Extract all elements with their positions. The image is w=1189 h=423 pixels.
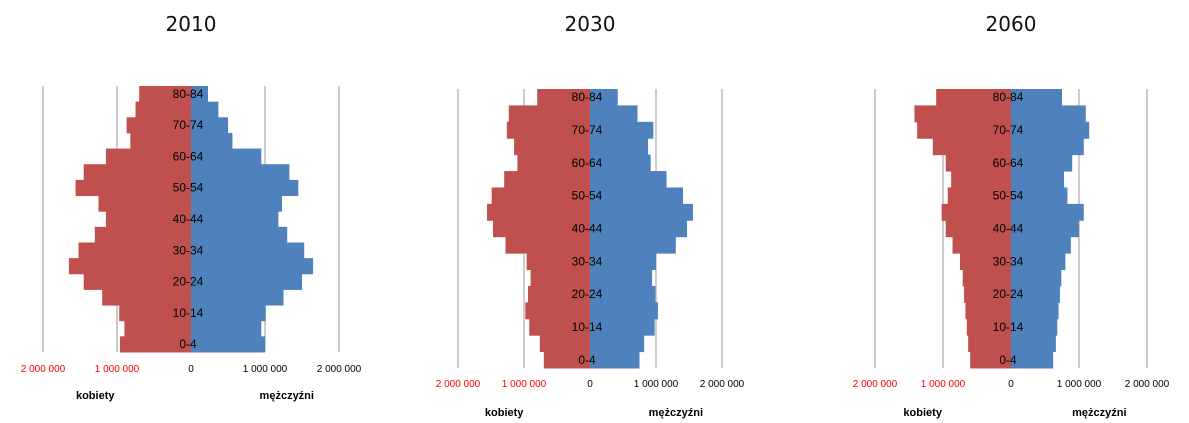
tick-label-2060-1: 1 000 000	[921, 379, 966, 390]
bar-men-2060-5-9	[1011, 335, 1056, 352]
age-label-2060-50-54: 50-54	[993, 189, 1024, 203]
bar-men-2060-15-19	[1011, 302, 1059, 319]
bar-men-2060-45-49	[1011, 204, 1084, 221]
label-women-2060: kobiety	[903, 407, 942, 419]
bar-men-2060-65-69	[1011, 138, 1084, 155]
age-label-2060-10-14: 10-14	[993, 320, 1024, 334]
bar-men-2060-0-4	[1011, 352, 1053, 369]
bar-women-2060-35-39	[953, 237, 1011, 254]
age-label-2060-0-4: 0-4	[999, 353, 1017, 367]
label-men-2060: mężczyźni	[1072, 407, 1126, 419]
age-label-2060-60-64: 60-64	[993, 156, 1024, 170]
age-label-2060-40-44: 40-44	[993, 222, 1024, 236]
bar-women-2060-25-29	[963, 270, 1011, 287]
tick-label-2060-4: 2 000 000	[1125, 379, 1170, 390]
bar-women-2060-5-9	[968, 335, 1011, 352]
bar-women-2060-15-19	[965, 302, 1011, 319]
bar-women-2060-45-49	[942, 204, 1011, 221]
bar-women-2060-55-59	[951, 171, 1011, 188]
tick-label-2060-3: 1 000 000	[1057, 379, 1102, 390]
age-label-2060-20-24: 20-24	[993, 287, 1024, 301]
bar-men-2060-25-29	[1011, 270, 1061, 287]
age-label-2060-30-34: 30-34	[993, 254, 1024, 268]
bar-women-2060-75-79	[914, 105, 1011, 122]
tick-label-2060-2: 0	[1008, 379, 1014, 390]
bar-men-2060-55-59	[1011, 171, 1064, 188]
bar-men-2060-75-79	[1011, 105, 1086, 122]
bar-men-2060-35-39	[1011, 237, 1071, 254]
age-label-2060-80-84: 80-84	[993, 90, 1024, 104]
age-label-2060-70-74: 70-74	[993, 123, 1024, 137]
bar-women-2060-65-69	[933, 138, 1011, 155]
tick-label-2060-0: 2 000 000	[853, 379, 898, 390]
